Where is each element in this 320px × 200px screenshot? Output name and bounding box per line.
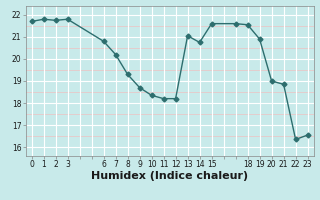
X-axis label: Humidex (Indice chaleur): Humidex (Indice chaleur) <box>91 171 248 181</box>
